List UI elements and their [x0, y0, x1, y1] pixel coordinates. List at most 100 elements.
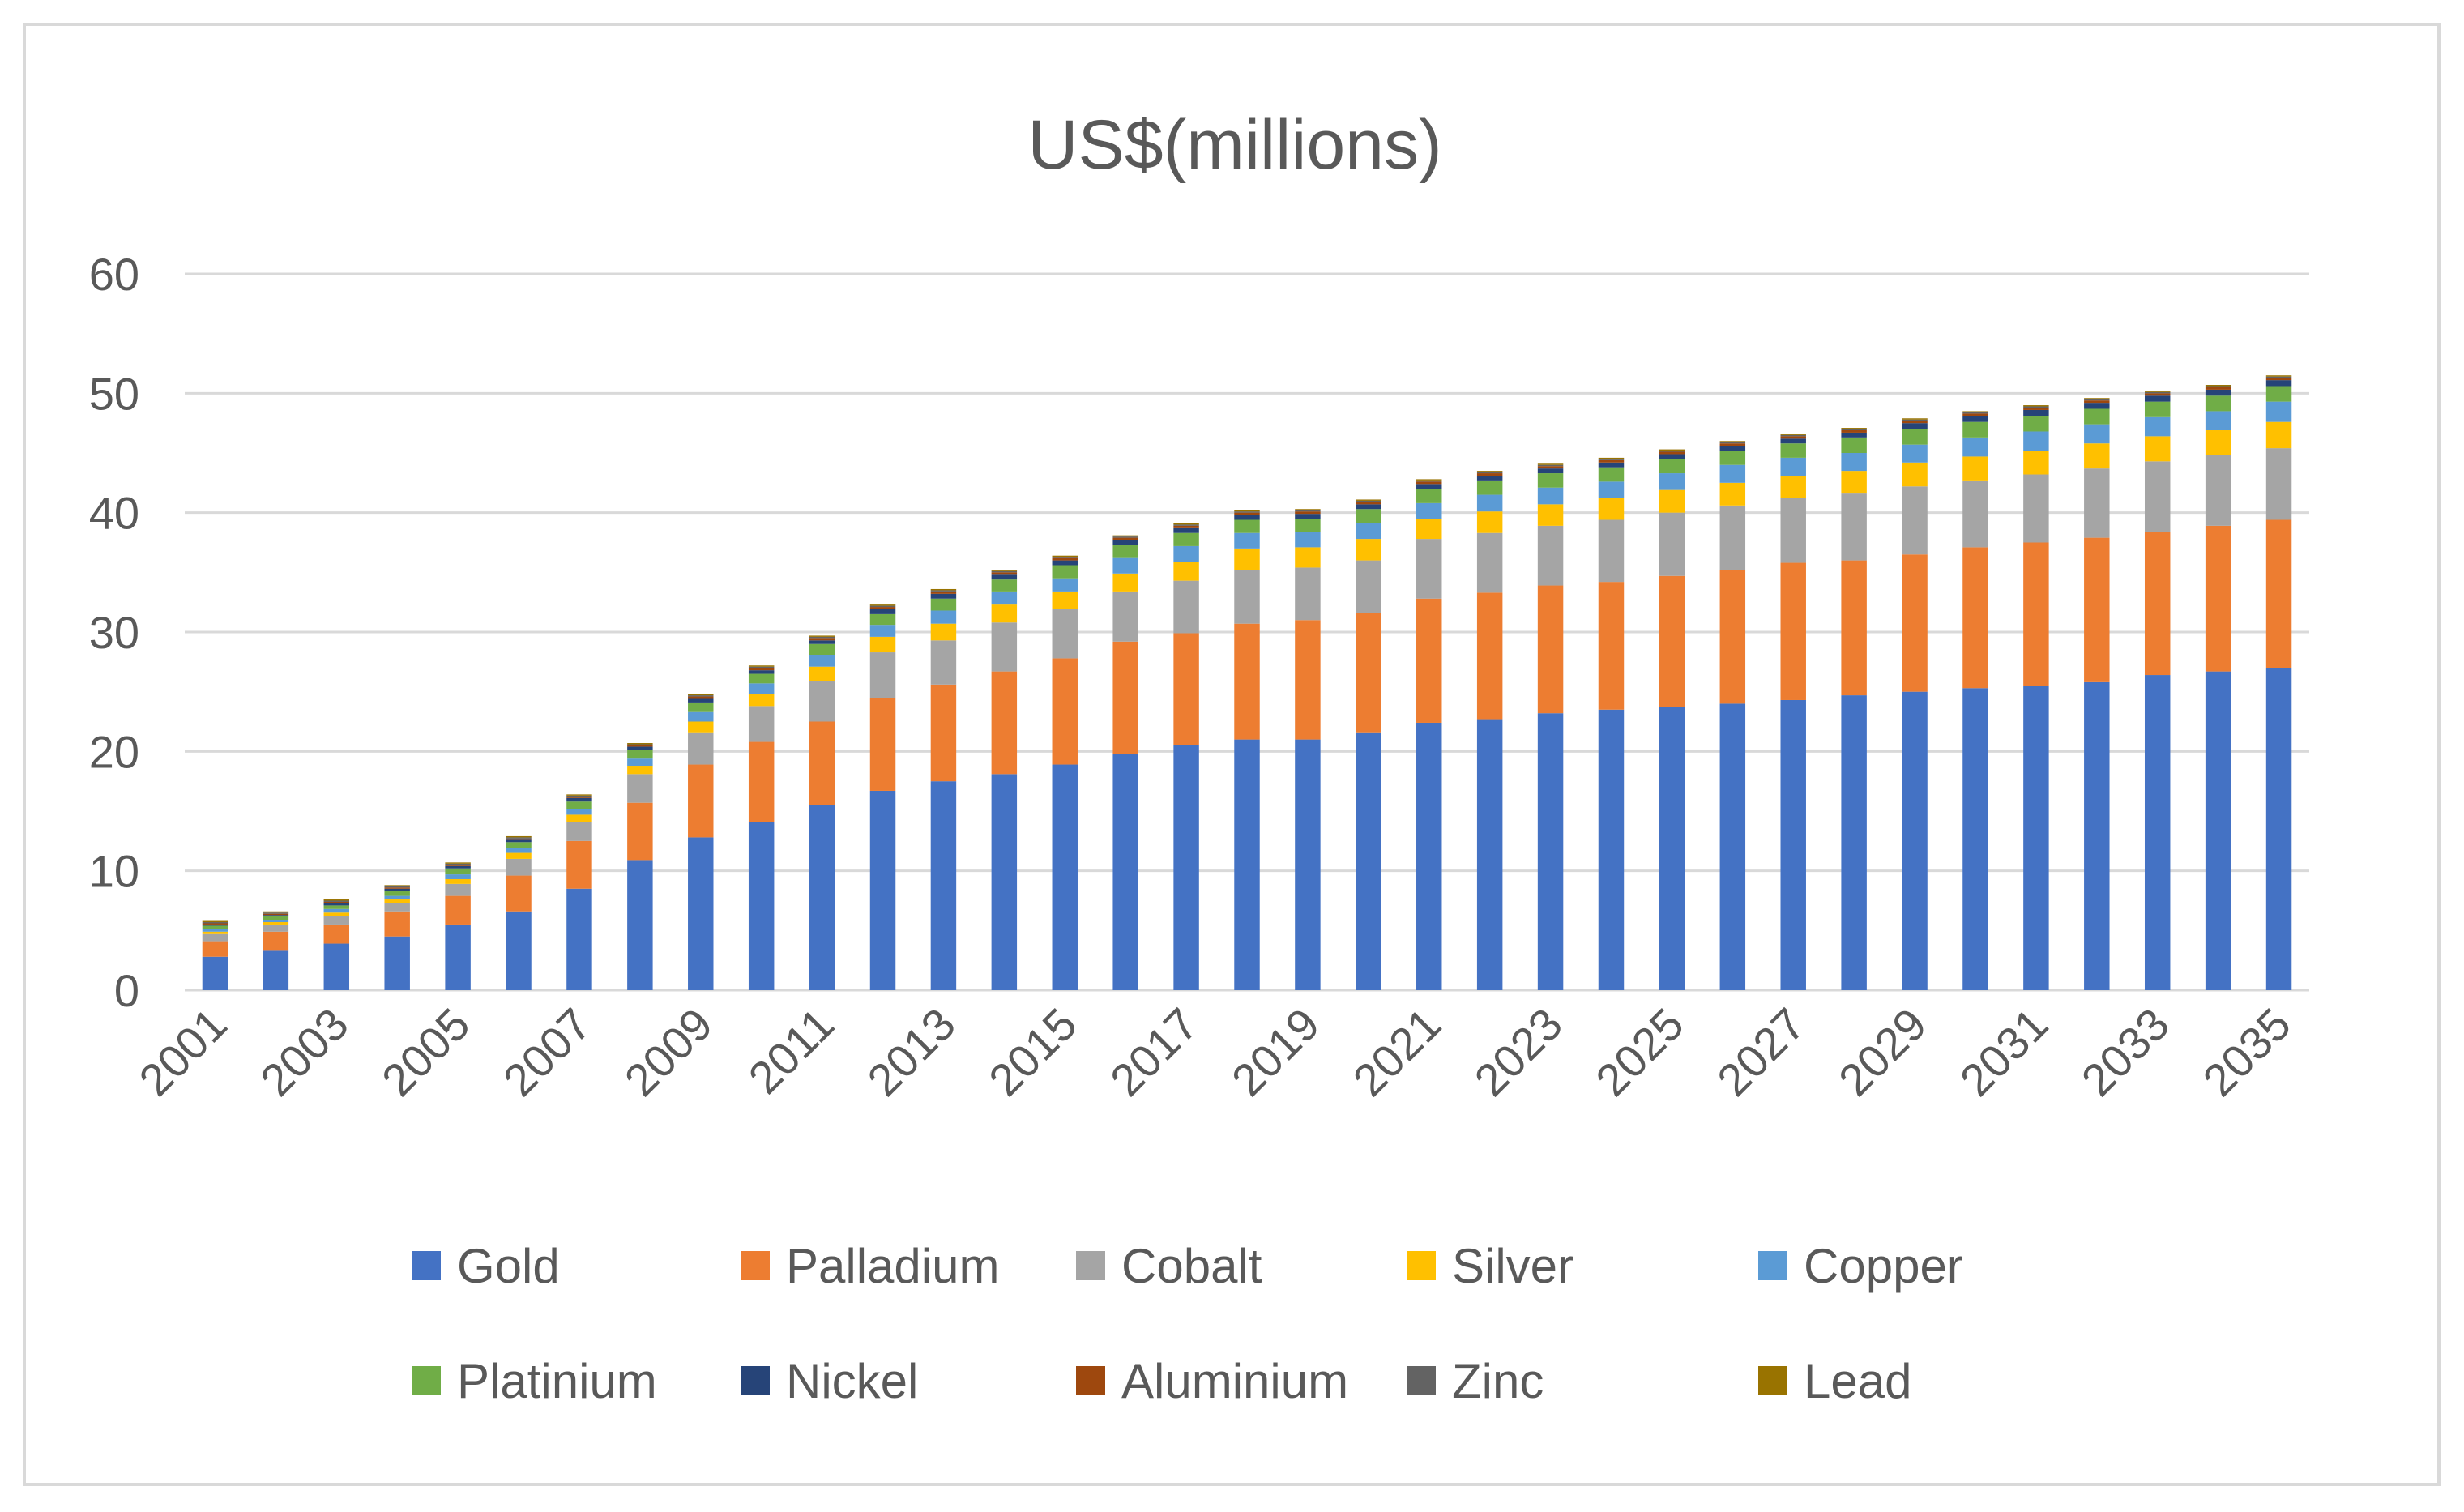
legend-swatch	[412, 1366, 441, 1395]
bar-segment-silver	[1356, 539, 1381, 561]
bar-segment-platinium	[688, 702, 714, 712]
bar-segment-lead	[1962, 411, 1988, 412]
bar-segment-copper	[263, 920, 289, 923]
bar-segment-platinium	[1537, 473, 1564, 488]
bar-segment-lead	[323, 899, 350, 901]
legend-label: Palladium	[786, 1239, 999, 1293]
bar-segment-gold	[809, 805, 835, 990]
y-tick-label: 50	[89, 368, 139, 419]
bar-segment-nickel	[323, 903, 350, 906]
bar-segment-nickel	[2023, 409, 2049, 416]
bar-segment-lead	[445, 862, 471, 864]
bar-segment-nickel	[1962, 416, 1988, 422]
bar-segment-copper	[1356, 523, 1381, 540]
bar-segment-gold	[1173, 745, 1199, 990]
bar-segment-aluminium	[1902, 421, 1928, 424]
bar-segment-cobalt	[2023, 474, 2049, 543]
bar-segment-platinium	[323, 905, 350, 909]
bar-segment-aluminium	[869, 607, 896, 610]
bar-segment-cobalt	[566, 822, 592, 841]
bar-segment-cobalt	[2084, 468, 2110, 538]
bar-segment-lead	[1173, 523, 1199, 525]
bar-segment-nickel	[869, 609, 896, 614]
bar-segment-cobalt	[1295, 567, 1321, 621]
legend-label: Zinc	[1452, 1354, 1544, 1408]
legend-item-platinium: Platinium	[412, 1354, 657, 1408]
bar-segment-silver	[1052, 591, 1078, 610]
legend-swatch	[741, 1366, 770, 1395]
bar-segment-aluminium	[991, 572, 1018, 575]
bar-segment-gold	[1962, 688, 1988, 990]
bar-segment-aluminium	[1476, 473, 1503, 476]
bar-segment-copper	[2205, 411, 2231, 431]
bar-segment-copper	[1295, 532, 1321, 548]
bar-segment-gold	[445, 924, 471, 990]
legend-label: Gold	[457, 1239, 560, 1293]
bar-segment-aluminium	[2084, 400, 2110, 404]
bar-stack-2007	[566, 794, 592, 990]
bar-segment-copper	[2084, 424, 2110, 444]
bar-segment-nickel	[1902, 423, 1928, 429]
bar-segment-aluminium	[930, 591, 957, 594]
bar-segment-silver	[748, 694, 775, 707]
y-tick-label: 0	[114, 965, 139, 1016]
bar-stack-2011	[809, 635, 835, 990]
bar-segment-nickel	[991, 574, 1018, 580]
x-tick-label: 2007	[493, 998, 601, 1106]
bar-segment-gold	[1295, 739, 1321, 990]
bar-segment-palladium	[1841, 560, 1867, 696]
bar-stack-2021	[1416, 479, 1442, 990]
bar-segment-platinium	[1295, 519, 1321, 532]
y-tick-label: 30	[89, 607, 139, 658]
bar-segment-nickel	[1052, 560, 1078, 566]
bar-segment-lead	[202, 920, 228, 923]
bar-segment-gold	[1659, 707, 1685, 990]
bar-segment-lead	[627, 743, 653, 745]
bar-segment-copper	[1719, 464, 1746, 483]
legend-swatch	[1076, 1251, 1105, 1280]
bar-segment-zinc	[1112, 536, 1138, 538]
bar-segment-palladium	[688, 764, 714, 838]
bar-segment-gold	[1537, 713, 1564, 990]
bar-segment-nickel	[1173, 527, 1199, 533]
x-tick-label: 2029	[1829, 998, 1937, 1106]
legend-item-lead: Lead	[1758, 1354, 1911, 1408]
bar-stack-2005	[445, 862, 471, 990]
bar-segment-copper	[809, 654, 835, 667]
bar-segment-copper	[748, 683, 775, 694]
bar-segment-palladium	[1962, 547, 1988, 689]
bar-segment-cobalt	[1659, 512, 1685, 576]
legend-item-silver: Silver	[1407, 1239, 1574, 1293]
bar-segment-cobalt	[323, 916, 350, 925]
bar-segment-nickel	[1476, 475, 1503, 481]
x-tick-label: 2025	[1586, 998, 1693, 1106]
bar-segment-aluminium	[263, 913, 289, 916]
bar-segment-aluminium	[1780, 436, 1806, 439]
bar-segment-copper	[1416, 502, 1442, 519]
bar-segment-lead	[1356, 499, 1381, 501]
bar-segment-lead	[566, 794, 592, 796]
bar-segment-cobalt	[930, 640, 957, 685]
bar-segment-platinium	[566, 801, 592, 809]
bar-segment-platinium	[1356, 509, 1381, 523]
legend-item-gold: Gold	[412, 1239, 560, 1293]
bar-stack-2026	[1719, 441, 1746, 990]
bar-segment-aluminium	[2265, 378, 2292, 381]
bar-stack-2035	[2265, 375, 2292, 990]
bar-segment-lead	[1902, 418, 1928, 420]
bar-segment-aluminium	[1052, 557, 1078, 561]
bar-segment-silver	[1962, 456, 1988, 481]
legend-swatch	[1407, 1251, 1436, 1280]
y-axis-ticks: 0 10 20 30 40 50 60	[89, 249, 139, 1016]
bar-stack-2017	[1173, 523, 1199, 990]
bar-segment-lead	[2023, 405, 2049, 407]
legend-item-nickel: Nickel	[741, 1354, 918, 1408]
y-tick-label: 10	[89, 846, 139, 897]
bar-segment-zinc	[445, 863, 471, 865]
bar-segment-palladium	[930, 684, 957, 782]
bar-segment-gold	[1719, 703, 1746, 990]
stacked-bar-chart: US$(millions) 0 10 20 30 40 50 60 2001 2003 2005…	[89, 106, 2309, 1408]
bar-segment-nickel	[2084, 403, 2110, 409]
bar-segment-palladium	[2084, 537, 2110, 682]
bar-segment-cobalt	[1902, 486, 1928, 555]
